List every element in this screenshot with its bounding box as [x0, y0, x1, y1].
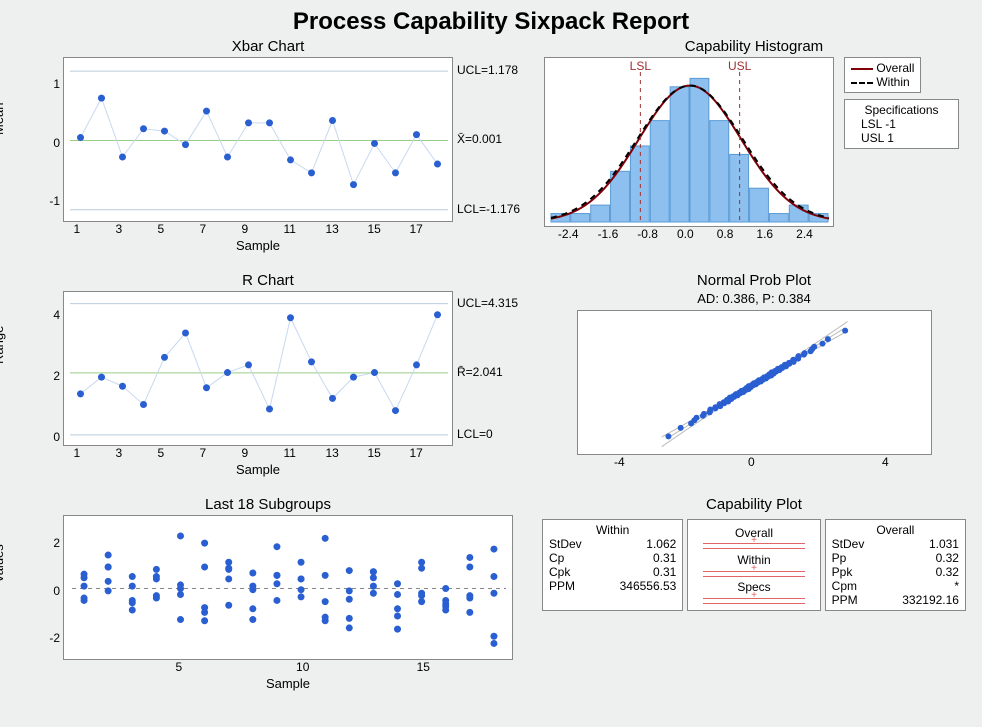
rchart-xlabel: Sample [63, 462, 453, 477]
svg-text:LSL: LSL [630, 59, 652, 73]
histogram-title: Capability Histogram [534, 38, 974, 55]
xbar-xlabel: Sample [63, 238, 453, 253]
subgroups-xlabel: Sample [63, 676, 513, 691]
capplot-title: Capability Plot [534, 496, 974, 513]
normplot-subtitle: AD: 0.386, P: 0.384 [534, 291, 974, 306]
rchart-ylabel: Sample Range [0, 307, 6, 364]
xbar-plot [63, 57, 453, 222]
normplot-title: Normal Prob Plot [534, 272, 974, 289]
normplot-panel: Normal Prob Plot AD: 0.386, P: 0.384 -40… [534, 272, 974, 492]
histogram-plot: LSL USL [544, 57, 834, 227]
chart-grid: Xbar Chart Sample Mean 1357911131517 Sam… [0, 38, 982, 696]
subgroups-panel: Last 18 Subgroups Values 51015 Sample -2… [8, 496, 528, 696]
xbar-ylabel: Sample Mean [0, 78, 6, 135]
subgroups-title: Last 18 Subgroups [8, 496, 528, 513]
rchart-panel: R Chart Sample Range 1357911131517 Sampl… [8, 272, 528, 492]
report-title: Process Capability Sixpack Report [0, 0, 982, 38]
subgroups-ylabel: Values [0, 544, 6, 583]
histogram-legend: Overall Within [844, 57, 921, 93]
normplot-plot [577, 310, 932, 455]
rchart-title: R Chart [8, 272, 528, 289]
xbar-panel: Xbar Chart Sample Mean 1357911131517 Sam… [8, 38, 528, 268]
histogram-specbox: Specifications LSL -1 USL 1 [844, 99, 959, 149]
xbar-title: Xbar Chart [8, 38, 528, 55]
histogram-panel: Capability Histogram LSLUSL -2.4-1.6-0.8… [534, 38, 974, 268]
rchart-plot [63, 291, 453, 446]
subgroups-plot [63, 515, 513, 660]
cap-within-table: Within StDev1.062Cp0.31Cpk0.31PPM346556.… [542, 519, 683, 611]
cap-center-plot: OverallWithinSpecs [687, 519, 820, 611]
svg-text:USL: USL [728, 59, 752, 73]
capplot-panel: Capability Plot Within StDev1.062Cp0.31C… [534, 496, 974, 696]
cap-overall-table: Overall StDev1.031Pp0.32Ppk0.32Cpm*PPM33… [825, 519, 966, 611]
